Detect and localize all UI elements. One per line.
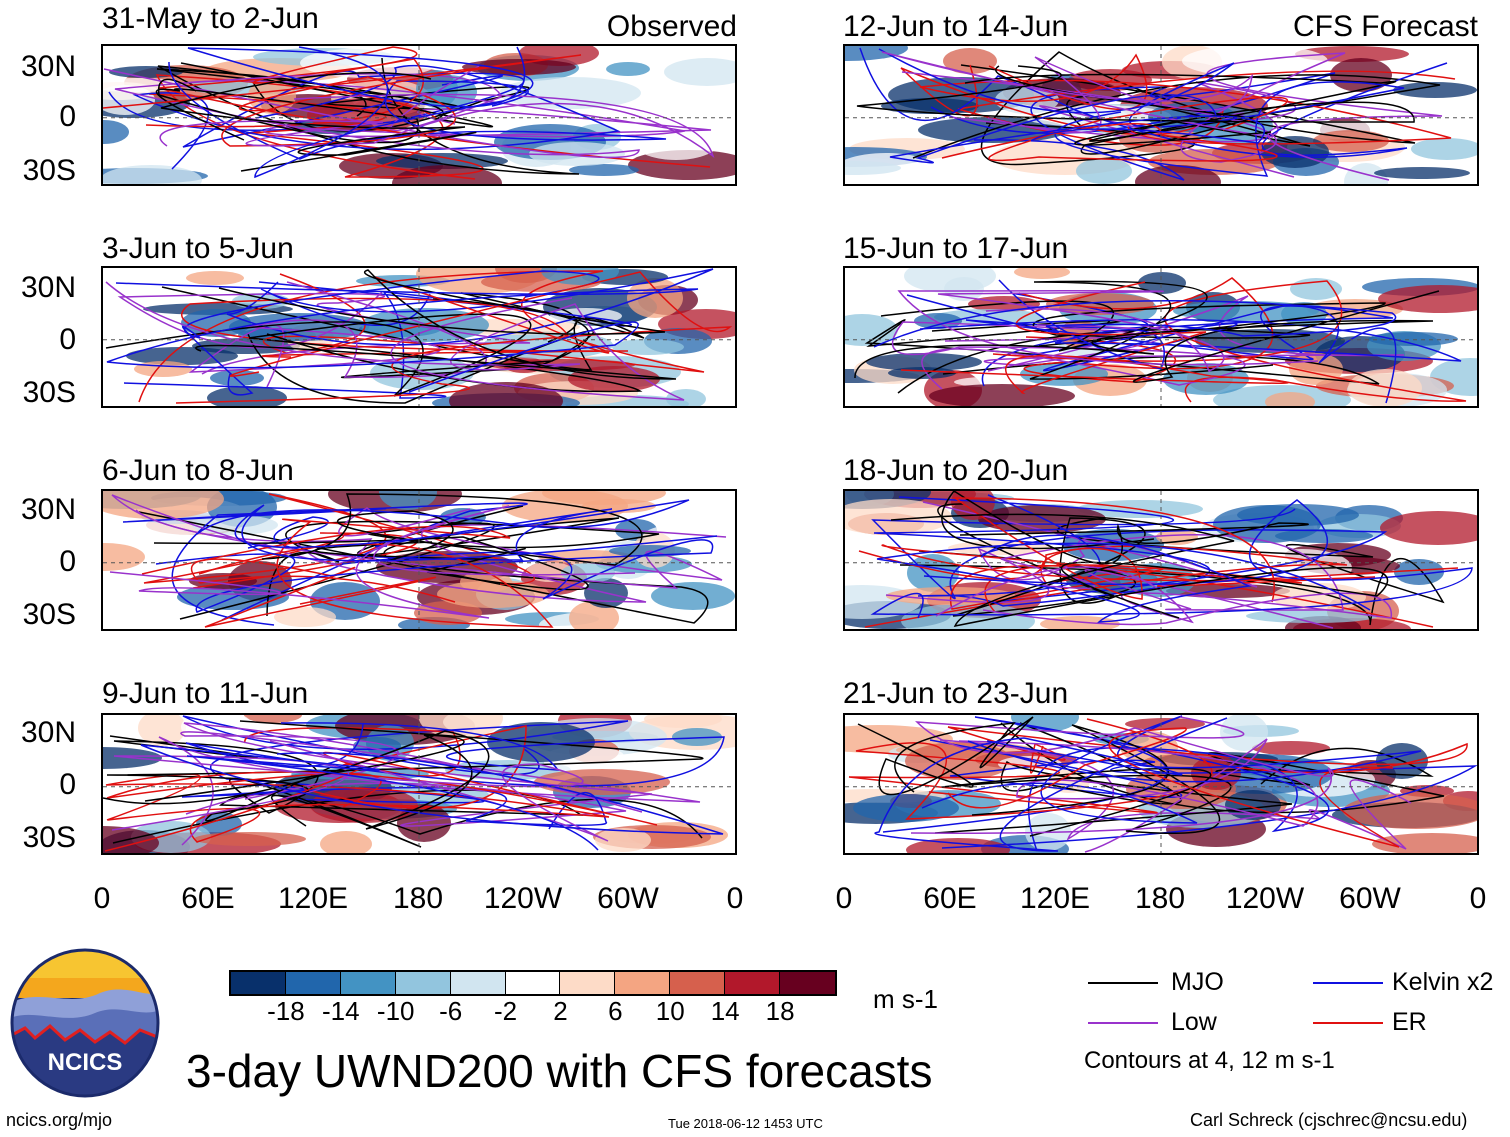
map-panel	[843, 266, 1479, 408]
colorbar-swatch	[505, 972, 561, 994]
timestamp: Tue 2018-06-12 1453 UTC	[668, 1116, 823, 1131]
map-field	[845, 715, 1477, 853]
y-tick-30s: 30S	[22, 154, 76, 187]
map-field	[103, 491, 735, 629]
colorbar-swatch	[725, 972, 781, 994]
panel-title: 21-Jun to 23-Jun	[843, 677, 1069, 710]
ncics-logo: NCICS	[10, 948, 160, 1098]
panel-title: 12-Jun to 14-Jun	[843, 10, 1069, 43]
y-tick-30n: 30N	[20, 493, 76, 526]
panel-title: 18-Jun to 20-Jun	[843, 454, 1069, 487]
x-tick: 0	[726, 882, 744, 915]
logo-text: NCICS	[48, 1049, 123, 1076]
x-tick: 120E	[1019, 882, 1091, 915]
colorbar-swatch	[670, 972, 726, 994]
panel-title: 15-Jun to 17-Jun	[843, 232, 1069, 265]
map-field	[103, 715, 735, 853]
map-field	[845, 268, 1477, 406]
contour-note: Contours at 4, 12 m s-1	[1084, 1047, 1335, 1074]
map-field	[103, 268, 735, 406]
map-field	[103, 46, 735, 184]
y-tick-30s: 30S	[22, 821, 76, 854]
low-line-swatch	[1088, 1022, 1158, 1024]
x-tick: 120E	[277, 882, 349, 915]
x-tick: 60W	[1339, 882, 1401, 915]
map-panel	[843, 713, 1479, 855]
colorbar-swatch	[615, 972, 671, 994]
colorbar-swatch	[450, 972, 506, 994]
colorbar-tick-label: -14	[322, 996, 360, 1026]
x-tick: 60E	[923, 882, 977, 915]
kelvin-line-swatch	[1313, 982, 1383, 984]
x-tick: 60W	[597, 882, 659, 915]
colorbar-swatch	[285, 972, 341, 994]
colorbar-swatch	[231, 972, 286, 994]
colorbar-tick-label: 14	[710, 996, 740, 1026]
colorbar-tick-label: 10	[655, 996, 685, 1026]
author-credit: Carl Schreck (cjschrec@ncsu.edu)	[1190, 1110, 1468, 1130]
x-tick: 0	[835, 882, 853, 915]
colorbar-tick-label: 6	[608, 996, 623, 1026]
y-tick-0: 0	[59, 323, 76, 356]
panel-title: 9-Jun to 11-Jun	[102, 677, 309, 710]
legend-mjo: MJO	[1171, 968, 1224, 996]
colorbar-swatch	[560, 972, 616, 994]
map-panel	[101, 489, 737, 631]
source-url[interactable]: ncics.org/mjo	[6, 1110, 113, 1130]
map-field	[845, 46, 1477, 184]
colorbar-swatch	[395, 972, 451, 994]
y-tick-0: 0	[59, 545, 76, 578]
colorbar-tick-label: -2	[493, 996, 518, 1026]
legend-kelvin: Kelvin x2	[1392, 968, 1494, 996]
x-tick: 120W	[1225, 882, 1305, 915]
y-tick-30n: 30N	[20, 716, 76, 749]
mjo-line-swatch	[1088, 982, 1158, 984]
figure-title: 3-day UWND200 with CFS forecasts	[186, 1045, 933, 1097]
map-panel	[101, 44, 737, 186]
map-field	[845, 491, 1477, 629]
colorbar-tick-label: -6	[439, 996, 463, 1026]
colorbar-tick-label: 18	[765, 996, 795, 1026]
y-tick-0: 0	[59, 100, 76, 133]
map-panel	[101, 266, 737, 408]
legend-er: ER	[1392, 1008, 1427, 1036]
y-tick-30n: 30N	[20, 50, 76, 83]
y-tick-30s: 30S	[22, 376, 76, 409]
map-panel	[843, 489, 1479, 631]
y-tick-30n: 30N	[20, 271, 76, 304]
colorbar	[229, 970, 837, 996]
panel-title: 3-Jun to 5-Jun	[102, 232, 294, 265]
x-tick: 180	[1134, 882, 1186, 915]
y-tick-30s: 30S	[22, 598, 76, 631]
panel-title: 6-Jun to 8-Jun	[102, 454, 294, 487]
x-tick: 0	[93, 882, 111, 915]
x-tick: 120W	[483, 882, 563, 915]
legend-low: Low	[1171, 1008, 1217, 1036]
colorbar-tick-label: 2	[553, 996, 568, 1026]
panel-title: 31-May to 2-Jun	[102, 2, 319, 35]
x-tick: 180	[392, 882, 444, 915]
units-label: m s-1	[873, 984, 938, 1014]
x-tick: 60E	[181, 882, 235, 915]
observed-label: Observed	[606, 10, 737, 43]
er-line-swatch	[1313, 1022, 1383, 1024]
colorbar-swatch	[780, 972, 835, 994]
colorbar-tick-label: -18	[267, 996, 305, 1026]
colorbar-tick-label: -10	[376, 996, 415, 1026]
cfs-forecast-label: CFS Forecast	[1292, 10, 1478, 43]
map-panel	[101, 713, 737, 855]
colorbar-swatch	[340, 972, 396, 994]
y-tick-0: 0	[59, 768, 76, 801]
map-panel	[843, 44, 1479, 186]
x-tick: 0	[1469, 882, 1487, 915]
